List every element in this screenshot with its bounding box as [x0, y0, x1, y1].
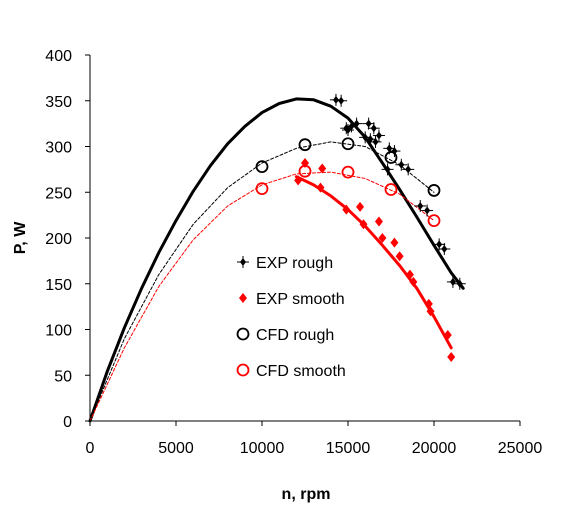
data-point-exp-rough: [383, 142, 396, 155]
data-markers: [255, 93, 466, 362]
y-axis-title: P, W: [12, 221, 29, 255]
data-point-exp-rough: [446, 275, 459, 288]
x-tick-label: 0: [86, 440, 95, 457]
data-point-exp-rough: [453, 277, 466, 290]
y-tick-label: 0: [63, 414, 72, 431]
data-point-cfd-smooth: [341, 165, 355, 179]
y-tick-label: 350: [45, 94, 72, 111]
y-tick-label: 150: [45, 277, 72, 294]
data-point-exp-rough: [381, 163, 394, 176]
legend-item-cfd-rough: CFD rough: [236, 327, 334, 344]
data-point-exp-rough: [364, 133, 377, 146]
data-point-cfd-smooth: [384, 183, 398, 196]
data-point-exp-rough: [395, 158, 408, 171]
data-point-exp-smooth: [409, 276, 418, 287]
data-point-exp-smooth: [447, 351, 456, 362]
x-axis-title: n, rpm: [282, 486, 331, 503]
legend-label-exp-smooth: EXP smooth: [256, 291, 345, 308]
y-tick-label: 400: [45, 48, 72, 65]
data-point-exp-rough: [335, 94, 348, 107]
legend: EXP rough EXP smooth CFD rough CFD smoot…: [236, 255, 346, 380]
data-point-exp-smooth: [395, 251, 404, 262]
data-point-exp-smooth: [318, 163, 327, 174]
data-point-cfd-rough: [255, 160, 269, 174]
data-point-exp-smooth: [443, 329, 452, 340]
data-point-exp-smooth: [359, 219, 368, 230]
legend-symbol: [236, 363, 250, 377]
legend-label-cfd-rough: CFD rough: [256, 327, 334, 344]
data-point-exp-rough: [414, 199, 427, 212]
data-point-exp-smooth: [405, 269, 414, 280]
legend-symbol: [239, 293, 247, 303]
legend-item-exp-rough: EXP rough: [237, 255, 333, 272]
legend-marker-cfd-smooth: [236, 363, 250, 377]
data-point-cfd-rough: [384, 151, 398, 164]
x-tick-label: 20000: [412, 440, 457, 457]
legend-marker-exp-smooth: [239, 293, 247, 303]
dashed-trend-curve: [89, 171, 435, 422]
data-point-exp-smooth: [374, 216, 383, 227]
legend-label-exp-rough: EXP rough: [256, 255, 333, 272]
y-tick-label: 50: [54, 368, 72, 385]
data-point-exp-rough: [367, 122, 380, 135]
data-point-exp-rough: [372, 129, 385, 142]
data-point-cfd-rough: [341, 137, 355, 151]
y-tick-label: 300: [45, 140, 72, 157]
data-point-exp-rough: [345, 120, 358, 133]
legend-symbol: [237, 256, 249, 268]
data-point-cfd-smooth: [255, 182, 269, 195]
data-point-exp-smooth: [390, 237, 399, 248]
y-axis-ticks: 0 50 100 150 200 250 300 350 400: [45, 48, 90, 431]
data-point-exp-rough: [350, 117, 363, 130]
data-point-exp-smooth: [356, 201, 365, 212]
data-point-cfd-rough: [298, 138, 312, 152]
data-point-exp-rough: [362, 117, 375, 130]
legend-item-exp-smooth: EXP smooth: [239, 291, 345, 308]
y-tick-label: 200: [45, 231, 72, 248]
data-point-exp-rough: [433, 238, 446, 251]
data-point-exp-rough: [421, 204, 434, 217]
x-axis-ticks: 0 5000 10000 15000 20000 25000: [86, 421, 543, 457]
y-tick-label: 100: [45, 323, 72, 340]
x-tick-label: 15000: [326, 440, 371, 457]
data-point-exp-smooth: [316, 182, 325, 193]
legend-marker-cfd-rough: [236, 327, 250, 341]
data-point-exp-smooth: [294, 175, 303, 186]
data-point-exp-smooth: [378, 233, 387, 243]
x-tick-label: 25000: [498, 440, 543, 457]
data-point-exp-smooth: [424, 298, 433, 309]
data-point-exp-rough: [369, 135, 382, 148]
y-tick-label: 250: [45, 185, 72, 202]
x-tick-label: 10000: [240, 440, 285, 457]
x-tick-label: 5000: [158, 440, 194, 457]
data-point-cfd-smooth: [298, 164, 312, 178]
legend-symbol: [236, 327, 250, 341]
data-point-cfd-smooth: [427, 214, 441, 228]
legend-marker-exp-rough: [237, 256, 249, 268]
legend-label-cfd-smooth: CFD smooth: [256, 363, 346, 380]
data-point-exp-rough: [402, 163, 415, 176]
dashed-trend-curve: [89, 141, 435, 422]
legend-item-cfd-smooth: CFD smooth: [236, 363, 346, 380]
data-point-exp-rough: [438, 242, 451, 255]
data-point-exp-smooth: [426, 306, 435, 317]
data-point-cfd-rough: [427, 184, 441, 197]
data-point-exp-smooth: [342, 204, 351, 215]
